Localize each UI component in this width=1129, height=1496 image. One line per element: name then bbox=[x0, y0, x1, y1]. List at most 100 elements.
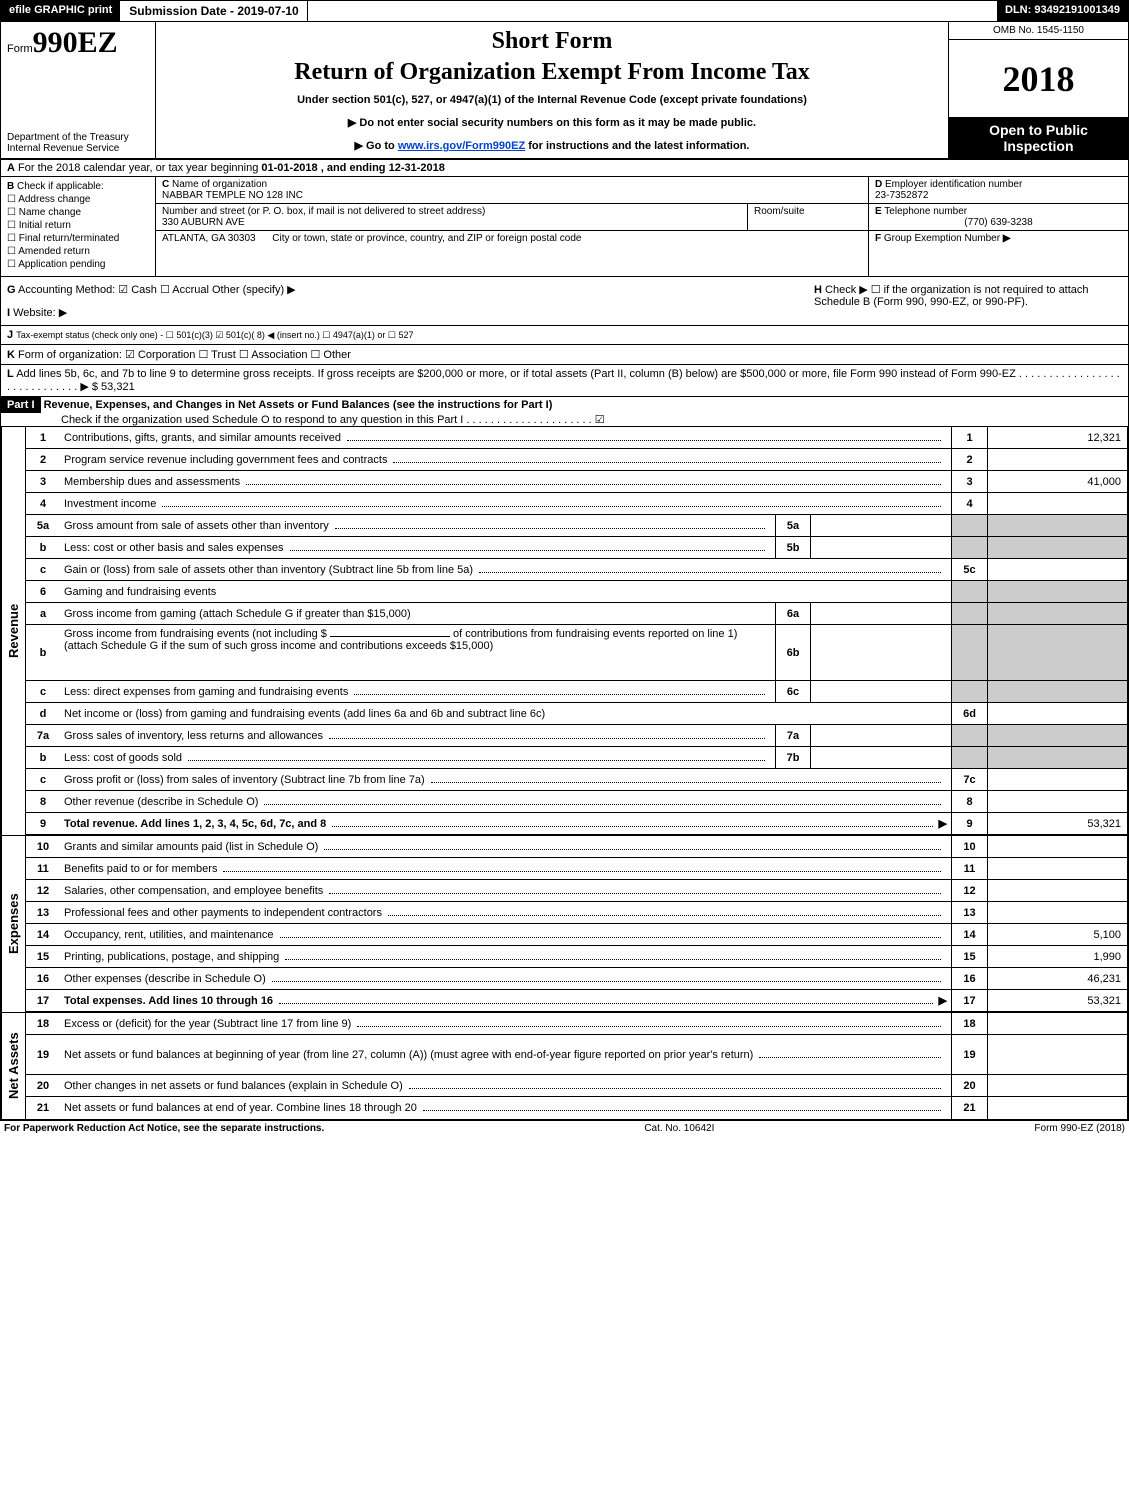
line-11-no: 11 bbox=[26, 858, 60, 879]
line-1-amt: 12,321 bbox=[987, 427, 1127, 448]
chk-address-change[interactable]: ☐ Address change bbox=[7, 194, 149, 205]
open-to-public: Open to Public Inspection bbox=[949, 118, 1128, 158]
line-11: 11 Benefits paid to or for members 11 bbox=[25, 858, 1128, 880]
line-3-no: 3 bbox=[26, 471, 60, 492]
row-a-pre: For the 2018 calendar year, or tax year … bbox=[18, 162, 261, 174]
topbar-left: efile GRAPHIC print Submission Date - 20… bbox=[1, 1, 308, 21]
city-cell: ATLANTA, GA 30303 City or town, state or… bbox=[156, 230, 868, 246]
line-2-amt bbox=[987, 449, 1127, 470]
line-4: 4 Investment income 4 bbox=[25, 493, 1128, 515]
short-form-title: Short Form bbox=[162, 28, 942, 55]
info-grid: B Check if applicable: ☐ Address change … bbox=[0, 177, 1129, 277]
line-5c-no: c bbox=[26, 559, 60, 580]
line-14-desc: Occupancy, rent, utilities, and maintena… bbox=[60, 924, 951, 945]
line-16-desc: Other expenses (describe in Schedule O) bbox=[60, 968, 951, 989]
line-5c-amt bbox=[987, 559, 1127, 580]
row-a-tax-year: A For the 2018 calendar year, or tax yea… bbox=[0, 160, 1129, 177]
expenses-body: 10 Grants and similar amounts paid (list… bbox=[25, 836, 1128, 1012]
line-11-desc: Benefits paid to or for members bbox=[60, 858, 951, 879]
line-1-box: 1 bbox=[951, 427, 987, 448]
line-7c-desc: Gross profit or (loss) from sales of inv… bbox=[60, 769, 951, 790]
col-f: F Group Exemption Number ▶ bbox=[869, 231, 1128, 246]
address-row: Number and street (or P. O. box, if mail… bbox=[156, 204, 868, 230]
chk-name-change[interactable]: ☐ Name change bbox=[7, 207, 149, 218]
line-7b-amt-shaded bbox=[987, 747, 1127, 768]
line-7b-desc: Less: cost of goods sold bbox=[60, 747, 775, 768]
line-6a-amt-shaded bbox=[987, 603, 1127, 624]
line-15-desc: Printing, publications, postage, and shi… bbox=[60, 946, 951, 967]
line-18-box: 18 bbox=[951, 1013, 987, 1034]
row-i-label: I bbox=[7, 307, 10, 319]
instruction-2-suffix: for instructions and the latest informat… bbox=[525, 140, 749, 152]
line-8-desc: Other revenue (describe in Schedule O) bbox=[60, 791, 951, 812]
line-20-desc: Other changes in net assets or fund bala… bbox=[60, 1075, 951, 1096]
col-e-heading: Telephone number bbox=[884, 206, 967, 217]
line-5c-box: 5c bbox=[951, 559, 987, 580]
part1-header-row: Part I Revenue, Expenses, and Changes in… bbox=[0, 397, 1129, 427]
row-j: J Tax-exempt status (check only one) - ☐… bbox=[0, 326, 1129, 345]
line-5a: 5a Gross amount from sale of assets othe… bbox=[25, 515, 1128, 537]
room-cell: Room/suite bbox=[748, 204, 868, 230]
col-d-value: 23-7352872 bbox=[875, 190, 928, 201]
irs-link[interactable]: www.irs.gov/Form990EZ bbox=[398, 140, 525, 152]
line-20-no: 20 bbox=[26, 1075, 60, 1096]
street-cell: Number and street (or P. O. box, if mail… bbox=[156, 204, 748, 230]
line-5b-amt-shaded bbox=[987, 537, 1127, 558]
line-8: 8 Other revenue (describe in Schedule O)… bbox=[25, 791, 1128, 813]
line-5b-no: b bbox=[26, 537, 60, 558]
line-6d-box: 6d bbox=[951, 703, 987, 724]
line-7c: c Gross profit or (loss) from sales of i… bbox=[25, 769, 1128, 791]
col-d-heading: Employer identification number bbox=[885, 179, 1022, 190]
revenue-side-label: Revenue bbox=[1, 427, 25, 835]
line-13-desc: Professional fees and other payments to … bbox=[60, 902, 951, 923]
row-j-label: J bbox=[7, 329, 13, 341]
line-7a-desc: Gross sales of inventory, less returns a… bbox=[60, 725, 775, 746]
part1-checkbox[interactable]: ☑ bbox=[595, 414, 605, 426]
col-b-heading: Check if applicable: bbox=[17, 181, 104, 192]
dept-treasury: Department of the Treasury bbox=[7, 132, 149, 143]
line-5a-mid: 5a bbox=[775, 515, 811, 536]
dln-label: DLN: 93492191001349 bbox=[997, 1, 1128, 21]
line-10: 10 Grants and similar amounts paid (list… bbox=[25, 836, 1128, 858]
line-21-desc: Net assets or fund balances at end of ye… bbox=[60, 1097, 951, 1119]
line-6-amt-shaded bbox=[987, 581, 1127, 602]
chk-application-pending[interactable]: ☐ Application pending bbox=[7, 259, 149, 270]
chk-amended-return[interactable]: ☐ Amended return bbox=[7, 246, 149, 257]
line-17-no: 17 bbox=[26, 990, 60, 1011]
line-5a-desc: Gross amount from sale of assets other t… bbox=[60, 515, 775, 536]
row-l: L Add lines 5b, 6c, and 7b to line 9 to … bbox=[0, 365, 1129, 397]
line-2-no: 2 bbox=[26, 449, 60, 470]
row-gh: G Accounting Method: ☑ Cash ☐ Accrual Ot… bbox=[0, 277, 1129, 326]
efile-print-button[interactable]: efile GRAPHIC print bbox=[1, 1, 121, 21]
line-2-desc: Program service revenue including govern… bbox=[60, 449, 951, 470]
line-7a-no: 7a bbox=[26, 725, 60, 746]
footer-left: For Paperwork Reduction Act Notice, see … bbox=[4, 1123, 324, 1134]
line-20: 20 Other changes in net assets or fund b… bbox=[25, 1075, 1128, 1097]
line-9-desc: Total revenue. Add lines 1, 2, 3, 4, 5c,… bbox=[60, 813, 951, 834]
line-6a-box-shaded bbox=[951, 603, 987, 624]
col-c-label: C bbox=[162, 179, 169, 190]
chk-initial-return[interactable]: ☐ Initial return bbox=[7, 220, 149, 231]
org-name-value: NABBAR TEMPLE NO 128 INC bbox=[162, 190, 303, 201]
line-1-no: 1 bbox=[26, 427, 60, 448]
line-5a-no: 5a bbox=[26, 515, 60, 536]
dept-irs: Internal Revenue Service bbox=[7, 143, 149, 154]
line-6a: a Gross income from gaming (attach Sched… bbox=[25, 603, 1128, 625]
line-5a-amt-shaded bbox=[987, 515, 1127, 536]
line-18-amt bbox=[987, 1013, 1127, 1034]
line-19-box: 19 bbox=[951, 1035, 987, 1074]
line-5b-midamt bbox=[811, 537, 951, 558]
line-6b-no: b bbox=[26, 625, 60, 680]
line-6b-midamt bbox=[811, 625, 951, 680]
line-6b-box-shaded bbox=[951, 625, 987, 680]
org-name-cell: C Name of organization NABBAR TEMPLE NO … bbox=[156, 177, 868, 204]
chk-final-return[interactable]: ☐ Final return/terminated bbox=[7, 233, 149, 244]
line-6b-mid: 6b bbox=[775, 625, 811, 680]
line-7a-box-shaded bbox=[951, 725, 987, 746]
subtitle: Under section 501(c), 527, or 4947(a)(1)… bbox=[162, 94, 942, 106]
col-d-label: D bbox=[875, 179, 882, 190]
line-12-desc: Salaries, other compensation, and employ… bbox=[60, 880, 951, 901]
line-6c-mid: 6c bbox=[775, 681, 811, 702]
line-5b: b Less: cost or other basis and sales ex… bbox=[25, 537, 1128, 559]
line-5b-desc: Less: cost or other basis and sales expe… bbox=[60, 537, 775, 558]
